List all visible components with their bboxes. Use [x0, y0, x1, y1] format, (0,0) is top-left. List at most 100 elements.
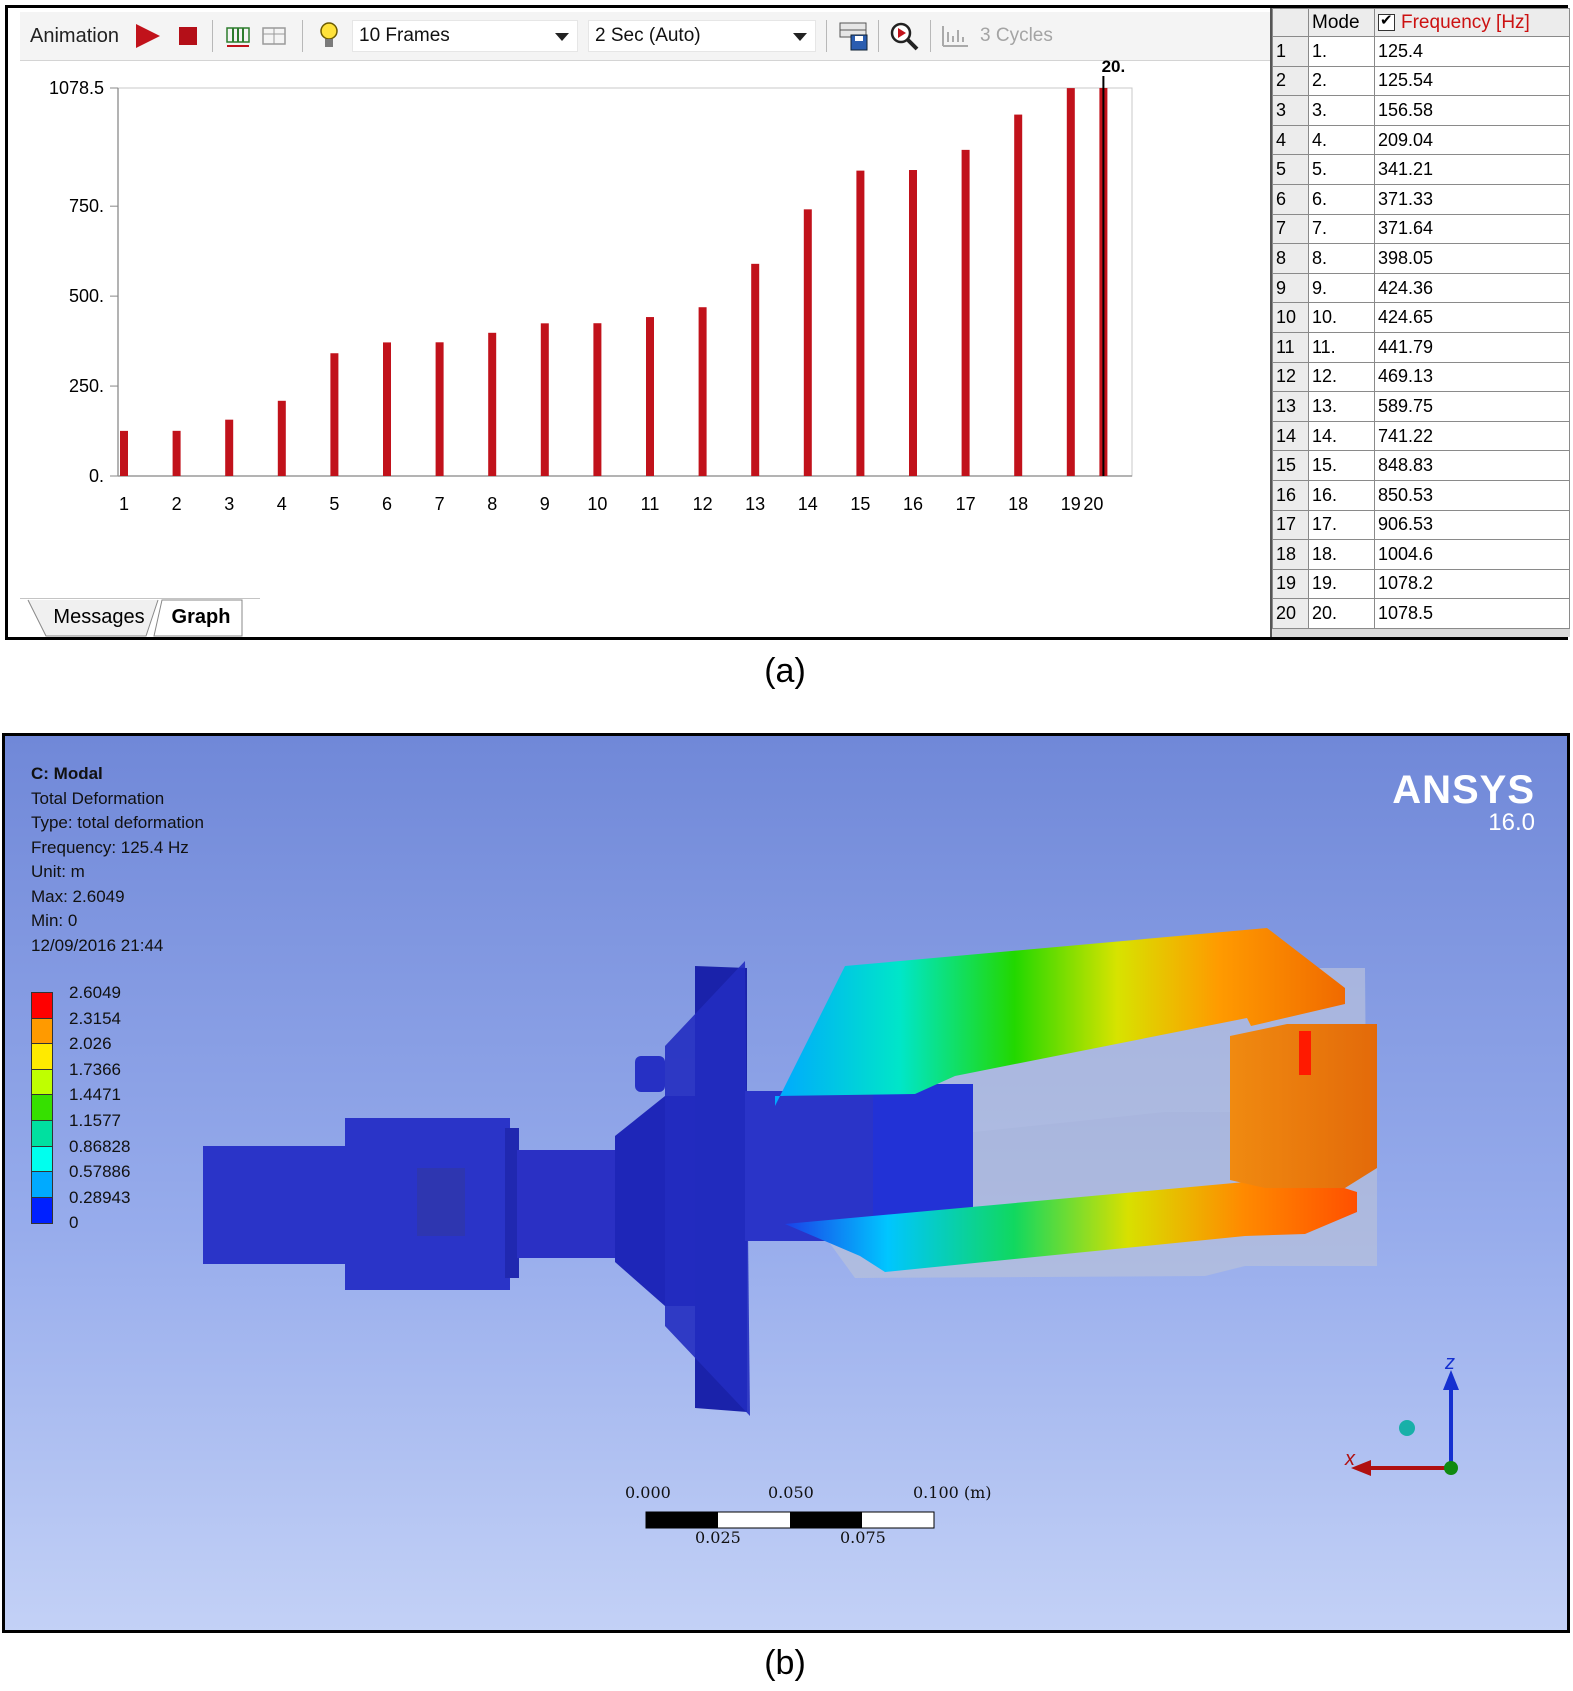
play-icon	[136, 24, 160, 48]
export-video-icon	[839, 22, 868, 51]
table-row[interactable]: 3 3. 156.58	[1272, 95, 1570, 126]
distributed-frames-button[interactable]	[224, 12, 252, 60]
magnifier-icon	[890, 22, 919, 51]
table-row[interactable]: 1 1. 125.4	[1272, 36, 1570, 67]
table-row[interactable]: 8 8. 398.05	[1272, 243, 1570, 274]
table-row[interactable]: 17 17. 906.53	[1272, 509, 1570, 541]
frequency-checkbox[interactable]	[1378, 11, 1395, 31]
ansys-viewport[interactable]: C: Modal Total Deformation Type: total d…	[2, 733, 1570, 1633]
scale-label: 0.025	[695, 1528, 741, 1547]
frequency-bar[interactable]	[1014, 114, 1023, 476]
table-row[interactable]: 19 19. 1078.2	[1272, 568, 1570, 600]
mode-cell: 8.	[1308, 243, 1375, 274]
table-row[interactable]: 6 6. 371.33	[1272, 183, 1570, 215]
row-index: 11	[1272, 331, 1309, 363]
frequency-bar[interactable]	[646, 317, 654, 476]
duration-dropdown[interactable]: 2 Sec (Auto)	[588, 20, 816, 52]
mode-cell: 14.	[1308, 420, 1375, 452]
frequency-bar[interactable]	[277, 400, 286, 476]
chevron-down-icon	[793, 33, 807, 41]
table-row[interactable]: 12 12. 469.13	[1272, 361, 1570, 393]
frequency-bar[interactable]	[1066, 88, 1075, 477]
frequency-cell: 424.65	[1374, 302, 1570, 333]
play-button[interactable]	[132, 12, 162, 60]
table-row[interactable]: 10 10. 424.65	[1272, 302, 1570, 333]
row-index: 1	[1272, 36, 1309, 67]
table-row[interactable]: 9 9. 424.36	[1272, 272, 1570, 304]
table-row[interactable]: 14 14. 741.22	[1272, 420, 1570, 452]
frames-dropdown[interactable]: 10 Frames	[352, 20, 578, 52]
plot-frame	[117, 87, 1133, 477]
frequency-bar[interactable]	[961, 149, 970, 476]
table-row[interactable]: 13 13. 589.75	[1272, 391, 1570, 422]
result-frames-button[interactable]	[260, 12, 288, 60]
table-row[interactable]: 2 2. 125.54	[1272, 65, 1570, 97]
legend-swatch	[31, 1145, 53, 1173]
legend-swatch	[31, 1196, 53, 1224]
table-row[interactable]: 15 15. 848.83	[1272, 450, 1570, 481]
frequency-bar[interactable]	[856, 170, 865, 476]
legend-swatch	[31, 1120, 53, 1147]
row-index: 15	[1272, 450, 1309, 481]
frequency-bar[interactable]	[909, 170, 917, 476]
brand-version: 16.0	[1488, 809, 1535, 836]
x-axis-label: x	[1345, 1448, 1355, 1470]
frequency-cell: 850.53	[1374, 479, 1570, 511]
mode-cell: 5.	[1308, 154, 1375, 185]
x-tick-label: 4	[277, 494, 287, 514]
toolbar-separator	[212, 20, 213, 52]
export-video-button[interactable]	[838, 12, 870, 60]
table-row[interactable]: 11 11. 441.79	[1272, 331, 1570, 363]
frame-marker-label: 20.	[1102, 60, 1126, 76]
zoom-to-fit-button[interactable]	[888, 12, 920, 60]
frequency-bar[interactable]	[698, 307, 707, 476]
frequency-bar[interactable]	[803, 209, 812, 477]
table-row[interactable]: 7 7. 371.64	[1272, 213, 1570, 245]
mode-cell: 11.	[1308, 331, 1375, 363]
cycles-icon	[942, 26, 968, 47]
table-row[interactable]: 5 5. 341.21	[1272, 154, 1570, 185]
x-tick-label: 18	[1008, 494, 1028, 514]
frequency-bar[interactable]	[751, 263, 760, 476]
frequency-bar[interactable]	[172, 430, 181, 476]
info-line: Max: 2.6049	[31, 886, 125, 906]
frequency-bar[interactable]	[488, 332, 497, 476]
table-row[interactable]: 4 4. 209.04	[1272, 124, 1570, 156]
frequency-bar[interactable]	[225, 419, 234, 476]
row-index: 12	[1272, 361, 1309, 393]
scale-label: 0.050	[768, 1483, 814, 1502]
toolbar-separator	[302, 20, 303, 52]
tab-graph[interactable]: Graph	[171, 605, 231, 628]
frequency-bar[interactable]	[383, 342, 391, 476]
stop-button[interactable]	[176, 12, 202, 60]
frequency-cell: 371.64	[1374, 213, 1570, 245]
row-index: 13	[1272, 391, 1309, 422]
mode-cell: 20.	[1308, 598, 1375, 629]
frequency-bar[interactable]	[540, 323, 549, 476]
x-tick-label: 5	[329, 494, 339, 514]
frequency-header-label: Frequency [Hz]	[1401, 11, 1530, 33]
bulb-button[interactable]	[316, 12, 342, 60]
mode-cell: 13.	[1308, 391, 1375, 422]
column-header-mode[interactable]: Mode	[1308, 8, 1375, 37]
x-tick-label: 11	[641, 494, 660, 514]
cycles-button[interactable]	[940, 12, 970, 60]
table-row[interactable]: 20 20. 1078.5	[1272, 598, 1570, 629]
frequency-bar[interactable]	[435, 342, 444, 476]
column-header-frequency[interactable]: Frequency [Hz]	[1374, 8, 1570, 37]
y-tick-label: 500.	[69, 286, 104, 306]
row-index: 10	[1272, 302, 1309, 333]
y-tick-label: 750.	[69, 196, 104, 216]
x-tick-label: 8	[487, 494, 497, 514]
table-row[interactable]: 18 18. 1004.6	[1272, 539, 1570, 570]
frequency-bar[interactable]	[330, 353, 339, 476]
frequency-bar[interactable]	[593, 323, 602, 476]
tab-messages[interactable]: Messages	[53, 605, 145, 628]
frequency-bar[interactable]	[120, 430, 128, 476]
x-tick-label: 20	[1083, 494, 1103, 514]
table-row[interactable]: 16 16. 850.53	[1272, 479, 1570, 511]
animation-toolbar: Animation	[20, 12, 1272, 61]
axis-triad[interactable]	[1335, 1356, 1475, 1496]
mode-cell: 15.	[1308, 450, 1375, 481]
x-tick-label: 15	[850, 494, 870, 514]
